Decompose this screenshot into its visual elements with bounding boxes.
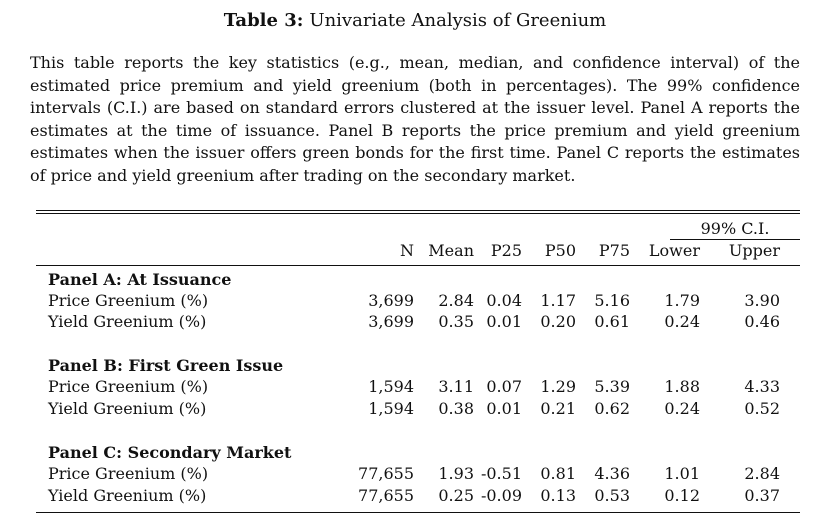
cell-p75: 5.39 (594, 377, 630, 396)
cell-n: 1,594 (368, 399, 414, 418)
cell-upper: 2.84 (744, 464, 780, 483)
cell-lower: 0.24 (664, 312, 700, 331)
cell-p25: -0.09 (480, 486, 522, 505)
cell-p50: 0.20 (540, 312, 576, 331)
panel-a-title: Panel A: At Issuance (48, 270, 232, 289)
ci-underline (670, 239, 800, 240)
col-header-p25: P25 (490, 241, 522, 260)
cell-lower: 0.12 (664, 486, 700, 505)
panel-c-title: Panel C: Secondary Market (48, 443, 292, 462)
col-header-p50: P50 (544, 241, 576, 260)
cell-p50: 1.29 (540, 377, 576, 396)
bottom-rule (36, 512, 800, 513)
table-row: Yield Greenium (%) 1,594 0.38 0.01 0.21 … (30, 398, 800, 420)
col-header-upper: Upper (728, 241, 780, 260)
cell-mean: 3.11 (438, 377, 474, 396)
header-rule (36, 265, 800, 266)
cell-n: 1,594 (368, 377, 414, 396)
cell-lower: 1.79 (664, 291, 700, 310)
cell-p25: -0.51 (480, 464, 522, 483)
cell-mean: 2.84 (438, 291, 474, 310)
table-row: Yield Greenium (%) 77,655 0.25 -0.09 0.1… (30, 485, 800, 507)
row-label: Price Greenium (%) (48, 464, 209, 483)
paper-page: Table 3: Univariate Analysis of Greenium … (30, 0, 800, 521)
cell-mean: 0.38 (438, 399, 474, 418)
cell-lower: 1.88 (664, 377, 700, 396)
cell-p75: 0.62 (594, 399, 630, 418)
cell-p25: 0.01 (486, 312, 522, 331)
cell-mean: 0.35 (438, 312, 474, 331)
cell-p25: 0.04 (486, 291, 522, 310)
col-header-mean: Mean (428, 241, 474, 260)
table-row: Yield Greenium (%) 3,699 0.35 0.01 0.20 … (30, 311, 800, 333)
table-number: Table 3: (223, 10, 304, 31)
cell-n: 3,699 (368, 291, 414, 310)
cell-p75: 4.36 (594, 464, 630, 483)
row-label: Price Greenium (%) (48, 377, 209, 396)
table-title-text: Univariate Analysis of Greenium (309, 10, 607, 31)
col-header-n: N (400, 241, 414, 260)
cell-mean: 0.25 (438, 486, 474, 505)
cell-p25: 0.01 (486, 399, 522, 418)
cell-p50: 0.81 (540, 464, 576, 483)
cell-n: 77,655 (358, 464, 414, 483)
col-header-p75: P75 (598, 241, 630, 260)
cell-upper: 0.52 (744, 399, 780, 418)
cell-lower: 0.24 (664, 399, 700, 418)
top-rule-outer (36, 210, 800, 211)
row-label: Yield Greenium (%) (48, 399, 207, 418)
row-label: Yield Greenium (%) (48, 312, 207, 331)
cell-p50: 1.17 (540, 291, 576, 310)
table-row: Price Greenium (%) 3,699 2.84 0.04 1.17 … (30, 290, 800, 312)
cell-n: 77,655 (358, 486, 414, 505)
table-caption: This table reports the key statistics (e… (30, 53, 800, 185)
ci-header: 99% C.I. (700, 219, 770, 238)
cell-p50: 0.21 (540, 399, 576, 418)
cell-p75: 0.53 (594, 486, 630, 505)
cell-p75: 5.16 (594, 291, 630, 310)
top-rule-inner (36, 213, 800, 214)
row-label: Price Greenium (%) (48, 291, 209, 310)
cell-upper: 0.46 (744, 312, 780, 331)
cell-p75: 0.61 (594, 312, 630, 331)
table-title: Table 3: Univariate Analysis of Greenium (30, 10, 800, 31)
cell-upper: 3.90 (744, 291, 780, 310)
cell-upper: 0.37 (744, 486, 780, 505)
cell-upper: 4.33 (744, 377, 780, 396)
panel-b-title: Panel B: First Green Issue (48, 356, 284, 375)
cell-p25: 0.07 (486, 377, 522, 396)
table-row: Price Greenium (%) 77,655 1.93 -0.51 0.8… (30, 463, 800, 485)
cell-p50: 0.13 (540, 486, 576, 505)
cell-lower: 1.01 (664, 464, 700, 483)
column-header-row: N Mean P25 P50 P75 Lower Upper (30, 240, 800, 262)
cell-n: 3,699 (368, 312, 414, 331)
col-header-lower: Lower (648, 241, 700, 260)
cell-mean: 1.93 (438, 464, 474, 483)
row-label: Yield Greenium (%) (48, 486, 207, 505)
table-row: Price Greenium (%) 1,594 3.11 0.07 1.29 … (30, 376, 800, 398)
